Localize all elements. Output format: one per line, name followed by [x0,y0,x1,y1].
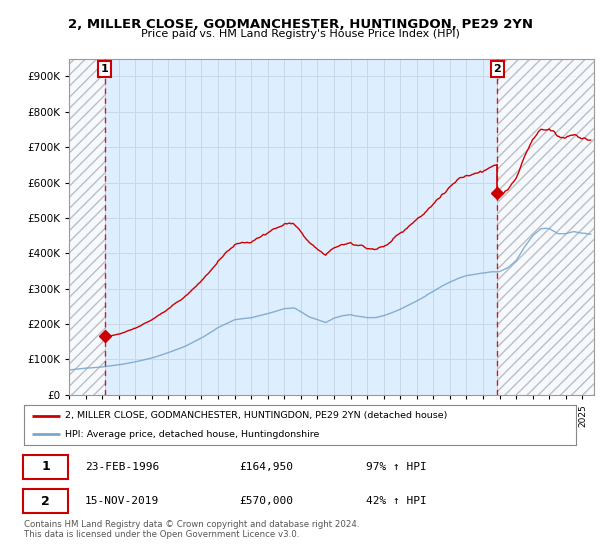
Bar [69,59,104,395]
Text: 2, MILLER CLOSE, GODMANCHESTER, HUNTINGDON, PE29 2YN (detached house): 2, MILLER CLOSE, GODMANCHESTER, HUNTINGD… [65,411,448,420]
Text: 1: 1 [41,460,50,473]
Text: 2, MILLER CLOSE, GODMANCHESTER, HUNTINGDON, PE29 2YN: 2, MILLER CLOSE, GODMANCHESTER, HUNTINGD… [67,18,533,31]
Text: 1: 1 [101,64,109,74]
Text: 42% ↑ HPI: 42% ↑ HPI [366,496,427,506]
Text: 2: 2 [494,64,502,74]
Text: HPI: Average price, detached house, Huntingdonshire: HPI: Average price, detached house, Hunt… [65,430,320,439]
FancyBboxPatch shape [23,455,68,479]
Text: 23-FEB-1996: 23-FEB-1996 [85,462,159,472]
Text: £164,950: £164,950 [239,462,293,472]
Text: Price paid vs. HM Land Registry's House Price Index (HPI): Price paid vs. HM Land Registry's House … [140,29,460,39]
Text: Contains HM Land Registry data © Crown copyright and database right 2024.
This d: Contains HM Land Registry data © Crown c… [24,520,359,539]
Bar [497,59,594,395]
Text: 2: 2 [41,494,50,507]
Text: 97% ↑ HPI: 97% ↑ HPI [366,462,427,472]
Text: 15-NOV-2019: 15-NOV-2019 [85,496,159,506]
FancyBboxPatch shape [23,489,68,514]
Text: £570,000: £570,000 [239,496,293,506]
